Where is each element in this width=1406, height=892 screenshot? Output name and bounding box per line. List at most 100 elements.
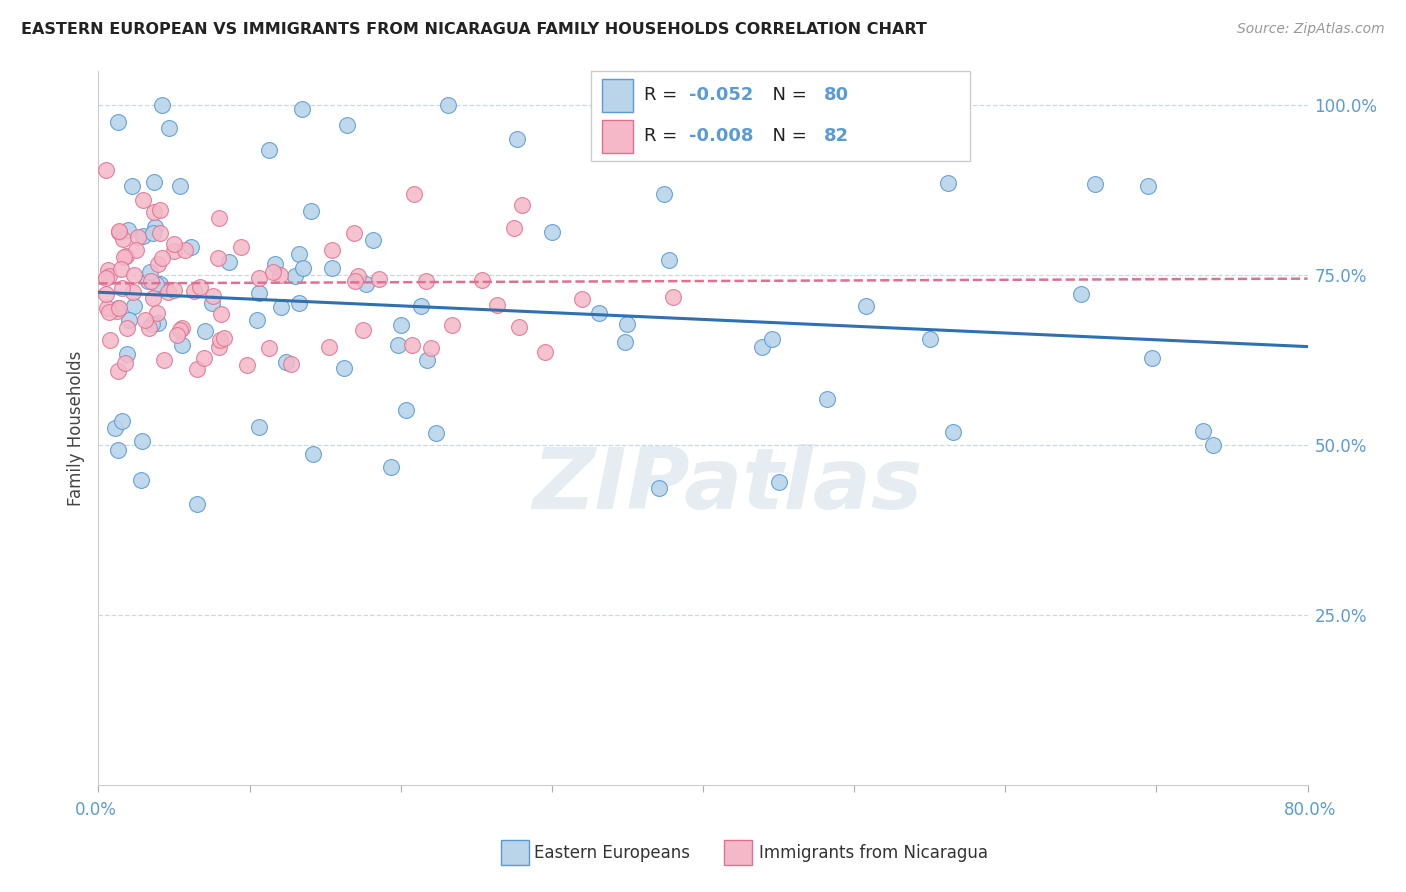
Point xyxy=(124,243,146,257)
Point xyxy=(142,227,165,241)
Point xyxy=(361,233,384,247)
Point xyxy=(117,223,139,237)
Point xyxy=(508,319,530,334)
Point xyxy=(149,277,172,292)
Point xyxy=(661,290,683,304)
Text: 80.0%: 80.0% xyxy=(1284,801,1337,819)
Point xyxy=(333,360,356,375)
Point xyxy=(107,115,129,129)
Point xyxy=(108,223,131,237)
Point xyxy=(173,243,195,257)
Point xyxy=(855,299,877,313)
Point xyxy=(141,317,163,331)
Text: R =: R = xyxy=(644,87,683,104)
Point xyxy=(367,271,389,285)
Point xyxy=(169,178,191,193)
Point xyxy=(352,323,374,337)
Point xyxy=(502,220,524,235)
Point xyxy=(401,338,423,352)
Point xyxy=(648,481,671,495)
Point xyxy=(194,324,217,338)
Point xyxy=(246,313,269,327)
Point xyxy=(510,198,533,212)
Point xyxy=(145,277,167,292)
Point xyxy=(416,352,439,367)
Point xyxy=(163,237,186,252)
Point xyxy=(588,306,610,320)
Point xyxy=(166,327,188,342)
Point xyxy=(180,240,202,254)
Point xyxy=(96,163,118,178)
Point xyxy=(143,205,166,219)
Point xyxy=(143,175,166,189)
Point xyxy=(98,333,121,347)
Point xyxy=(129,473,152,487)
Point xyxy=(942,425,965,440)
Point xyxy=(145,220,167,235)
Point xyxy=(409,299,432,313)
Point xyxy=(183,284,205,298)
Point xyxy=(652,186,675,201)
Point xyxy=(257,144,280,158)
Point xyxy=(616,317,638,331)
Point xyxy=(1070,287,1092,301)
Point xyxy=(1192,425,1215,439)
Point xyxy=(157,285,180,300)
Point xyxy=(208,340,231,354)
Point xyxy=(96,287,118,301)
Point xyxy=(485,298,508,312)
Point xyxy=(112,250,135,264)
Point xyxy=(104,421,127,435)
Point xyxy=(138,320,160,334)
Point xyxy=(122,300,145,314)
Text: -0.008: -0.008 xyxy=(689,128,754,145)
Point xyxy=(1084,177,1107,191)
Point xyxy=(387,338,409,352)
Point xyxy=(108,225,131,239)
Point xyxy=(115,249,138,263)
Text: Immigrants from Nicaragua: Immigrants from Nicaragua xyxy=(759,844,988,862)
Text: N =: N = xyxy=(761,87,813,104)
Text: Eastern Europeans: Eastern Europeans xyxy=(534,844,690,862)
Point xyxy=(1140,351,1163,365)
Point xyxy=(768,475,790,489)
Point xyxy=(117,347,139,361)
Point xyxy=(404,186,426,201)
Text: ZIPatlas: ZIPatlas xyxy=(531,443,922,527)
Point xyxy=(131,228,153,243)
Point xyxy=(139,274,162,288)
Point xyxy=(936,176,959,190)
Point xyxy=(918,332,941,346)
Point xyxy=(97,263,120,277)
Point xyxy=(131,434,153,448)
Point xyxy=(105,304,128,318)
Point xyxy=(208,211,231,226)
Point xyxy=(172,338,194,352)
Point xyxy=(658,252,681,267)
Point xyxy=(209,307,232,321)
Point xyxy=(299,204,322,219)
Point xyxy=(139,265,162,279)
Point xyxy=(336,118,359,132)
Point xyxy=(380,459,402,474)
Point xyxy=(284,268,307,283)
Point xyxy=(291,261,314,276)
Text: 80: 80 xyxy=(824,87,849,104)
Point xyxy=(437,98,460,112)
Text: EASTERN EUROPEAN VS IMMIGRANTS FROM NICARAGUA FAMILY HOUSEHOLDS CORRELATION CHAR: EASTERN EUROPEAN VS IMMIGRANTS FROM NICA… xyxy=(21,22,927,37)
Point xyxy=(270,300,292,314)
Point xyxy=(257,341,280,355)
Point xyxy=(247,420,270,434)
Point xyxy=(97,268,120,283)
Point xyxy=(471,273,494,287)
Point xyxy=(415,274,437,288)
Point xyxy=(247,271,270,285)
Point xyxy=(149,202,172,217)
Point xyxy=(153,353,176,368)
Text: R =: R = xyxy=(644,128,683,145)
Point xyxy=(122,268,145,282)
Point xyxy=(186,362,208,376)
Point xyxy=(389,318,412,332)
Point xyxy=(321,261,343,276)
Point xyxy=(1202,438,1225,452)
